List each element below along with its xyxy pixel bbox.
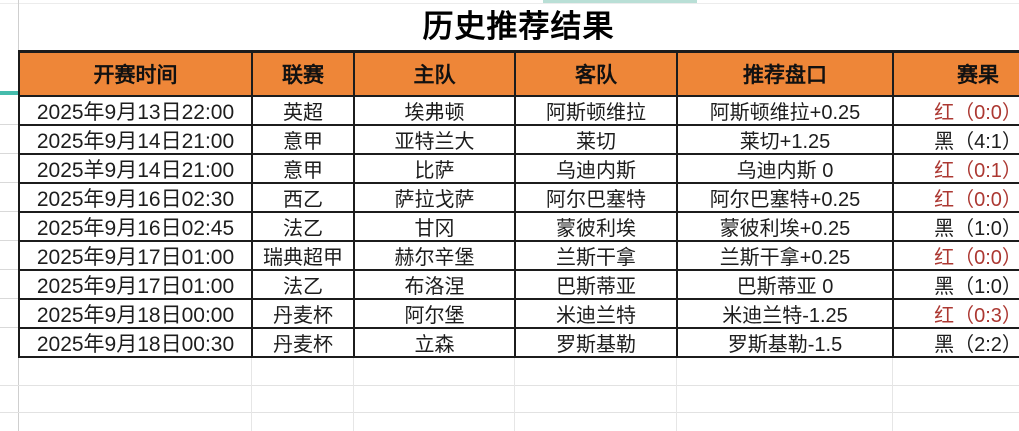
grid-line	[0, 240, 18, 241]
table-row: 2025年9月14日21:00 意甲 亚特兰大 莱切 莱切+1.25 黑（4:1…	[18, 126, 1019, 155]
table-row: 2025年9月16日02:45 法乙 甘冈 蒙彼利埃 蒙彼利埃+0.25 黑（1…	[18, 213, 1019, 242]
cell-handicap[interactable]: 米迪兰特-1.25	[676, 300, 892, 329]
grid-line	[0, 269, 18, 270]
grid-line	[0, 124, 18, 125]
teal-accent-top	[543, 0, 697, 3]
cell-home-team[interactable]: 萨拉戈萨	[353, 184, 514, 213]
grid-line	[0, 412, 1019, 413]
header-handicap[interactable]: 推荐盘口	[676, 53, 892, 97]
cell-handicap[interactable]: 蒙彼利埃+0.25	[676, 213, 892, 242]
cell-handicap[interactable]: 阿斯顿维拉+0.25	[676, 97, 892, 126]
grid-line	[353, 358, 354, 431]
cell-result[interactable]: 黑（1:0）	[892, 213, 1019, 242]
cell-home-team[interactable]: 立森	[353, 329, 514, 358]
grid-line	[0, 153, 18, 154]
page-title: 历史推荐结果	[422, 9, 615, 44]
cell-league[interactable]: 丹麦杯	[251, 329, 353, 358]
header-home-team[interactable]: 主队	[353, 53, 514, 97]
cell-home-team[interactable]: 布洛涅	[353, 271, 514, 300]
cell-away-team[interactable]: 兰斯干拿	[514, 242, 676, 271]
cell-kickoff-time[interactable]: 2025年9月13日22:00	[18, 97, 251, 126]
header-away-team[interactable]: 客队	[514, 53, 676, 97]
cell-away-team[interactable]: 巴斯蒂亚	[514, 271, 676, 300]
header-league[interactable]: 联赛	[251, 53, 353, 97]
cell-league[interactable]: 法乙	[251, 271, 353, 300]
teal-accent-left	[0, 91, 18, 95]
grid-line	[0, 385, 1019, 386]
header-kickoff-time[interactable]: 开赛时间	[18, 53, 251, 97]
cell-kickoff-time[interactable]: 2025羊9月14日21:00	[18, 155, 251, 184]
cell-result[interactable]: 红（0:0）	[892, 184, 1019, 213]
grid-line	[514, 358, 515, 431]
cell-home-team[interactable]: 埃弗顿	[353, 97, 514, 126]
table-row: 2025年9月17日01:00 瑞典超甲 赫尔辛堡 兰斯干拿 兰斯干拿+0.25…	[18, 242, 1019, 271]
grid-line	[892, 358, 893, 431]
cell-home-team[interactable]: 阿尔堡	[353, 300, 514, 329]
grid-line	[0, 211, 18, 212]
cell-league[interactable]: 法乙	[251, 213, 353, 242]
cell-handicap[interactable]: 罗斯基勒-1.5	[676, 329, 892, 358]
table-row: 2025年9月18日00:30 丹麦杯 立森 罗斯基勒 罗斯基勒-1.5 黑（2…	[18, 329, 1019, 358]
cell-handicap[interactable]: 阿尔巴塞特+0.25	[676, 184, 892, 213]
cell-result[interactable]: 黑（1:0）	[892, 271, 1019, 300]
grid-line	[251, 358, 252, 431]
cell-league[interactable]: 丹麦杯	[251, 300, 353, 329]
cell-result[interactable]: 红（0:1）	[892, 155, 1019, 184]
cell-away-team[interactable]: 阿尔巴塞特	[514, 184, 676, 213]
cell-away-team[interactable]: 乌迪内斯	[514, 155, 676, 184]
cell-handicap[interactable]: 巴斯蒂亚 0	[676, 271, 892, 300]
cell-away-team[interactable]: 蒙彼利埃	[514, 213, 676, 242]
table-body: 2025年9月13日22:00 英超 埃弗顿 阿斯顿维拉 阿斯顿维拉+0.25 …	[18, 97, 1019, 358]
cell-league[interactable]: 英超	[251, 97, 353, 126]
sheet-top-gridline	[0, 3, 1019, 4]
grid-line	[676, 358, 677, 431]
cell-handicap[interactable]: 乌迪内斯 0	[676, 155, 892, 184]
cell-result[interactable]: 黑（4:1）	[892, 126, 1019, 155]
cell-result[interactable]: 红（0:0）	[892, 242, 1019, 271]
cell-handicap[interactable]: 莱切+1.25	[676, 126, 892, 155]
cell-result[interactable]: 黑（2:2）	[892, 329, 1019, 358]
table-row: 2025羊9月14日21:00 意甲 比萨 乌迪内斯 乌迪内斯 0 红（0:1）	[18, 155, 1019, 184]
cell-away-team[interactable]: 米迪兰特	[514, 300, 676, 329]
cell-league[interactable]: 西乙	[251, 184, 353, 213]
cell-kickoff-time[interactable]: 2025年9月17日01:00	[18, 242, 251, 271]
cell-away-team[interactable]: 莱切	[514, 126, 676, 155]
grid-line	[0, 182, 18, 183]
header-result[interactable]: 赛果	[892, 53, 1019, 97]
table-header-row: 开赛时间 联赛 主队 客队 推荐盘口 赛果	[18, 53, 1019, 97]
cell-kickoff-time[interactable]: 2025年9月16日02:30	[18, 184, 251, 213]
cell-away-team[interactable]: 阿斯顿维拉	[514, 97, 676, 126]
grid-line	[0, 327, 18, 328]
cell-league[interactable]: 意甲	[251, 155, 353, 184]
cell-home-team[interactable]: 亚特兰大	[353, 126, 514, 155]
cell-kickoff-time[interactable]: 2025年9月17日01:00	[18, 271, 251, 300]
cell-home-team[interactable]: 赫尔辛堡	[353, 242, 514, 271]
grid-line	[0, 298, 18, 299]
cell-away-team[interactable]: 罗斯基勒	[514, 329, 676, 358]
cell-home-team[interactable]: 比萨	[353, 155, 514, 184]
cell-league[interactable]: 瑞典超甲	[251, 242, 353, 271]
cell-result[interactable]: 红（0:0）	[892, 97, 1019, 126]
table-row: 2025年9月17日01:00 法乙 布洛涅 巴斯蒂亚 巴斯蒂亚 0 黑（1:0…	[18, 271, 1019, 300]
results-table: 开赛时间 联赛 主队 客队 推荐盘口 赛果 2025年9月13日22:00 英超…	[18, 50, 1019, 358]
cell-handicap[interactable]: 兰斯干拿+0.25	[676, 242, 892, 271]
cell-kickoff-time[interactable]: 2025年9月18日00:30	[18, 329, 251, 358]
table-row: 2025年9月16日02:30 西乙 萨拉戈萨 阿尔巴塞特 阿尔巴塞特+0.25…	[18, 184, 1019, 213]
cell-kickoff-time[interactable]: 2025年9月16日02:45	[18, 213, 251, 242]
cell-kickoff-time[interactable]: 2025年9月18日00:00	[18, 300, 251, 329]
cell-league[interactable]: 意甲	[251, 126, 353, 155]
cell-kickoff-time[interactable]: 2025年9月14日21:00	[18, 126, 251, 155]
cell-result[interactable]: 红（0:3）	[892, 300, 1019, 329]
cell-home-team[interactable]: 甘冈	[353, 213, 514, 242]
table-row: 2025年9月18日00:00 丹麦杯 阿尔堡 米迪兰特 米迪兰特-1.25 红…	[18, 300, 1019, 329]
table-row: 2025年9月13日22:00 英超 埃弗顿 阿斯顿维拉 阿斯顿维拉+0.25 …	[18, 97, 1019, 126]
